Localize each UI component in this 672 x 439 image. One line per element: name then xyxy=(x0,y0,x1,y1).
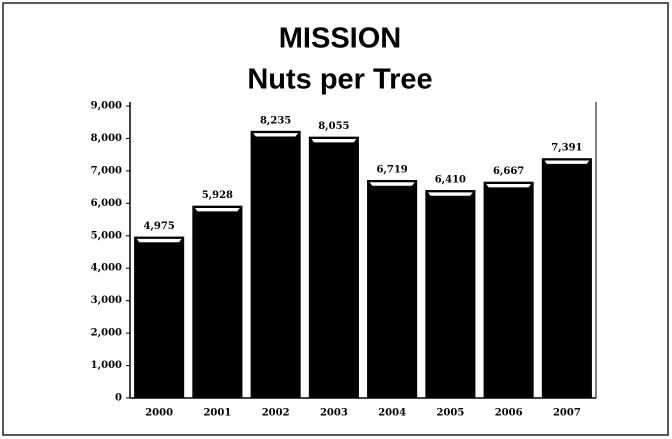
bar xyxy=(308,136,359,398)
x-tick-label: 2004 xyxy=(378,408,406,419)
chart-title: MISSION xyxy=(279,23,401,55)
bar-bevel xyxy=(426,191,475,197)
bar-bevel xyxy=(193,207,242,212)
y-tick-label: 0 xyxy=(115,393,122,404)
bar xyxy=(192,205,243,398)
y-tick-label: 2,000 xyxy=(91,328,122,339)
value-label: 6,719 xyxy=(376,165,407,176)
bar-bevel xyxy=(251,132,300,138)
x-tick-label: 2001 xyxy=(203,408,231,419)
value-label: 7,391 xyxy=(551,143,582,154)
x-tick-label: 2003 xyxy=(320,408,348,419)
bar xyxy=(367,180,418,398)
bar xyxy=(250,130,301,398)
value-label: 5,928 xyxy=(202,190,233,201)
y-tick-label: 4,000 xyxy=(91,263,122,274)
y-tick-label: 5,000 xyxy=(91,230,122,241)
bar xyxy=(134,236,185,398)
y-tick-label: 7,000 xyxy=(91,165,122,176)
value-label: 8,055 xyxy=(318,121,349,132)
chart-subtitle: Nuts per Tree xyxy=(247,64,432,96)
y-tick-label: 6,000 xyxy=(91,198,122,209)
bar-bevel xyxy=(484,183,533,188)
y-tick-label: 9,000 xyxy=(91,101,122,112)
y-tick-label: 1,000 xyxy=(91,360,122,371)
value-label: 8,235 xyxy=(260,115,291,126)
y-tick-label: 8,000 xyxy=(91,133,122,144)
x-tick-label: 2005 xyxy=(436,408,464,419)
x-tick-label: 2007 xyxy=(553,408,581,419)
x-tick-label: 2000 xyxy=(145,408,173,419)
x-tick-label: 2002 xyxy=(262,408,290,419)
y-tick-label: 3,000 xyxy=(91,295,122,306)
value-label: 6,667 xyxy=(493,166,524,177)
bar-bevel xyxy=(310,138,358,143)
bar xyxy=(425,190,476,398)
x-tick-label: 2006 xyxy=(495,408,523,419)
bar-bevel xyxy=(543,159,591,165)
bar-bevel xyxy=(368,181,416,187)
bar xyxy=(483,181,534,398)
bar-bevel xyxy=(135,238,183,243)
bar xyxy=(541,158,592,398)
value-label: 6,410 xyxy=(435,175,466,186)
value-label: 4,975 xyxy=(143,221,174,232)
